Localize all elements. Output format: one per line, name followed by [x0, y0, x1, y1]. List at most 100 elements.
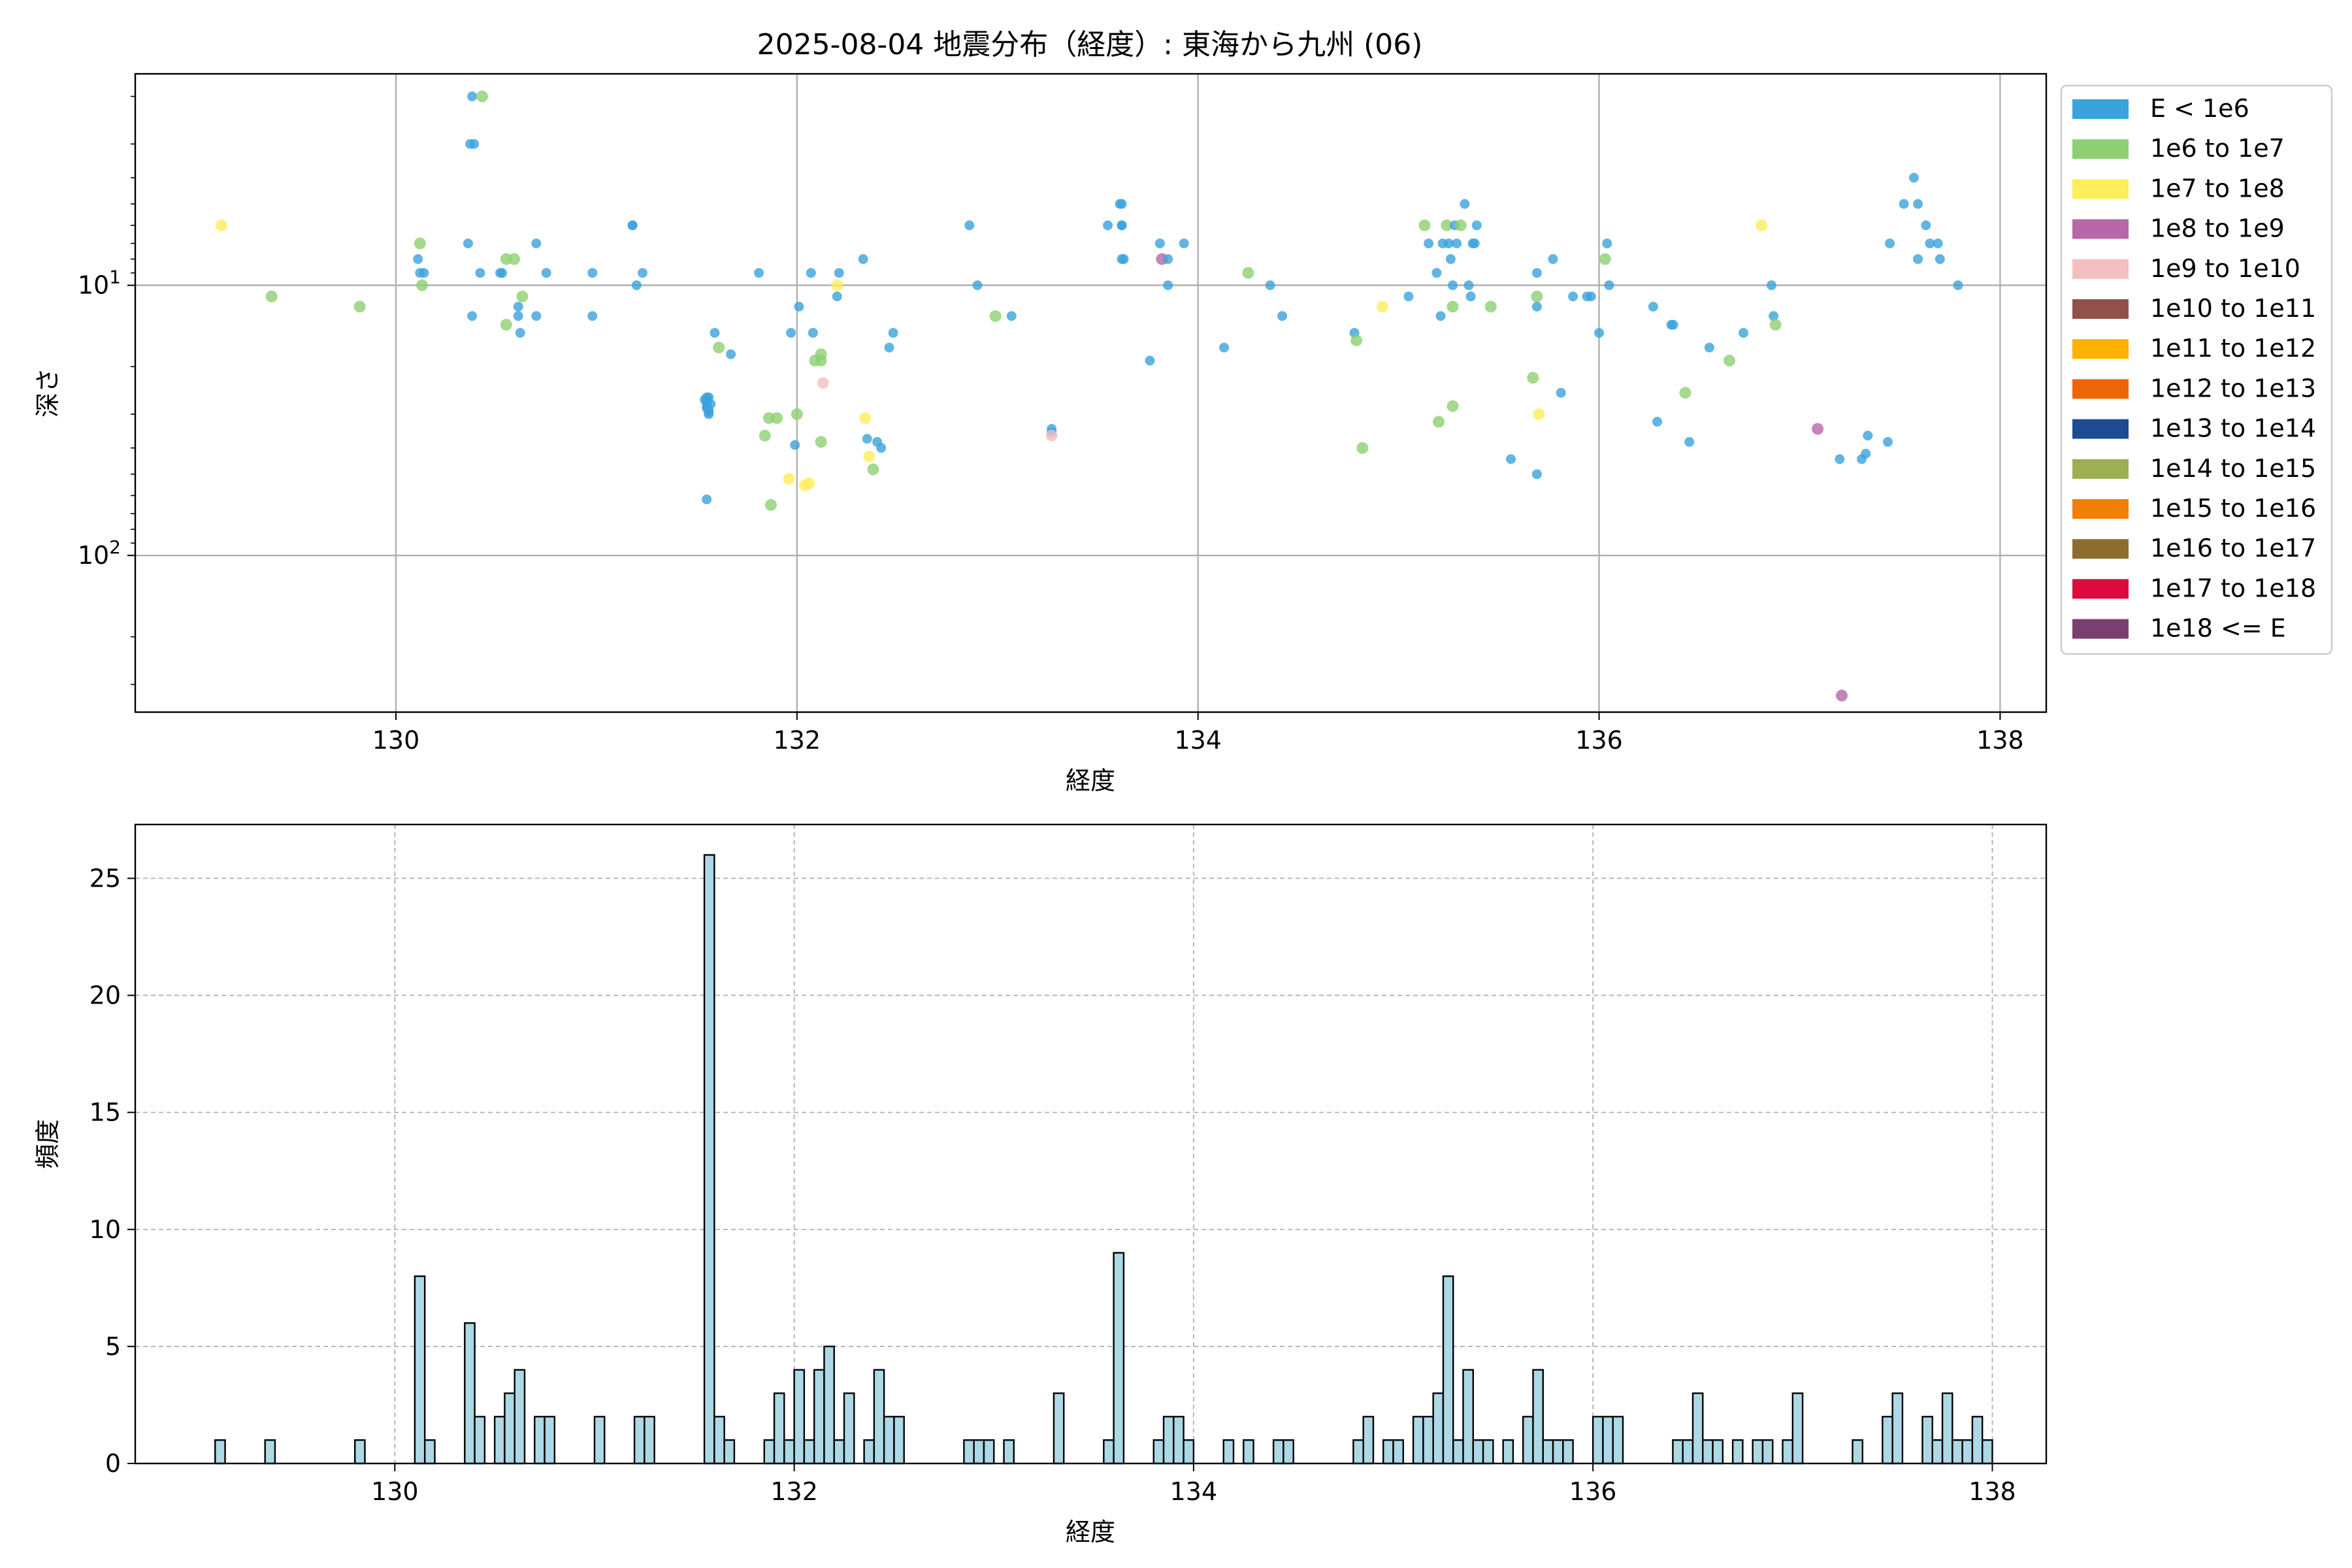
- histogram-x-axis-label: 経度: [1066, 1518, 1115, 1546]
- legend-entry-label: 1e10 to 1e11: [2150, 294, 2316, 323]
- histogram-bar: [493, 1416, 506, 1465]
- scatter-point: [726, 349, 736, 359]
- histogram-bar: [1672, 1439, 1684, 1465]
- scatter-point: [1471, 220, 1482, 231]
- scatter-point: [713, 341, 725, 353]
- scatter-point: [1548, 254, 1558, 265]
- scatter-point: [515, 327, 525, 338]
- scatter-point: [469, 139, 480, 149]
- scatter-point: [1648, 301, 1658, 312]
- histogram-xtick-label: 130: [371, 1477, 419, 1506]
- scatter-point: [1452, 238, 1462, 249]
- histogram-bar: [1761, 1439, 1774, 1465]
- scatter-point: [513, 301, 523, 312]
- scatter-ticks: 130 132 134 136 138 101 102: [78, 95, 2024, 755]
- scatter-point: [1861, 448, 1871, 459]
- scatter-point: [500, 319, 512, 331]
- histogram-bar: [793, 1369, 806, 1465]
- histogram-bar: [783, 1439, 795, 1465]
- histogram-bar: [544, 1416, 556, 1465]
- scatter-point: [531, 238, 542, 249]
- scatter-point: [353, 301, 366, 313]
- scatter-point: [1446, 400, 1459, 412]
- histogram-ytick-label: 5: [105, 1332, 121, 1361]
- legend-swatch: [2072, 339, 2129, 359]
- histogram-bar: [414, 1275, 426, 1465]
- scatter-point: [1602, 238, 1612, 249]
- scatter-point: [1531, 301, 1542, 312]
- histogram-ticks: 130 132 134 136 138 0 5 10 15 20 25: [90, 864, 2016, 1506]
- scatter-point: [808, 327, 818, 338]
- histogram-bar: [1352, 1439, 1364, 1465]
- histogram-xtick-label: 132: [770, 1477, 818, 1506]
- scatter-point: [416, 279, 428, 291]
- histogram-bar: [354, 1439, 366, 1465]
- scatter-point: [1586, 291, 1596, 302]
- legend-entry-label: E < 1e6: [2150, 94, 2249, 123]
- legend-swatch: [2072, 459, 2129, 479]
- histogram-bar: [1752, 1439, 1764, 1465]
- legend-entry-label: 1e15 to 1e16: [2150, 494, 2316, 523]
- histogram-bar: [1791, 1392, 1804, 1465]
- histogram-bar: [1003, 1439, 1015, 1465]
- legend-swatch: [2072, 419, 2129, 439]
- scatter-point: [859, 412, 872, 424]
- scatter-point: [1925, 238, 1935, 249]
- histogram-ytick-label: 20: [90, 981, 121, 1010]
- scatter-point: [817, 377, 829, 389]
- histogram-bar: [1472, 1439, 1484, 1465]
- scatter-point: [1403, 291, 1414, 302]
- histogram-bar: [823, 1345, 835, 1465]
- scatter-point: [794, 301, 804, 312]
- scatter-point: [1242, 267, 1254, 279]
- scatter-point: [815, 354, 827, 367]
- histogram-bar: [803, 1439, 815, 1465]
- histogram-bar: [983, 1439, 995, 1465]
- scatter-point: [1460, 199, 1470, 209]
- scatter-point: [587, 311, 598, 321]
- legend-swatch: [2072, 259, 2129, 279]
- histogram-bar: [1592, 1416, 1604, 1465]
- figure-title: 2025-08-04 地震分布（経度）: 東海から九州 (06): [757, 28, 1423, 61]
- scatter-point: [964, 220, 975, 231]
- histogram-bar: [833, 1439, 845, 1465]
- scatter-point: [1265, 280, 1275, 291]
- histogram-bar: [1712, 1439, 1724, 1465]
- histogram-bar: [1113, 1252, 1125, 1465]
- scatter-point: [989, 310, 1002, 322]
- histogram-bar: [1103, 1439, 1115, 1465]
- scatter-point: [1767, 280, 1777, 291]
- scatter-point: [1604, 280, 1614, 291]
- scatter-xtick-label: 132: [774, 726, 821, 755]
- legend-entry-label: 1e12 to 1e13: [2150, 374, 2316, 402]
- scatter-point: [1723, 354, 1736, 367]
- histogram-bar: [1222, 1439, 1235, 1465]
- histogram-bar: [214, 1439, 226, 1465]
- scatter-point: [888, 327, 898, 338]
- scatter-depth-vs-longitude: 130 132 134 136 138 101 102 経度 深さ: [33, 73, 2048, 795]
- histogram-bar: [1552, 1439, 1564, 1465]
- scatter-point: [764, 498, 777, 511]
- scatter-point: [1277, 311, 1288, 321]
- histogram-bar: [1532, 1369, 1544, 1465]
- scatter-point: [771, 412, 783, 424]
- histogram-bar: [504, 1392, 515, 1465]
- scatter-point: [1533, 408, 1545, 420]
- scatter-point: [863, 450, 875, 463]
- histogram-bar: [1422, 1416, 1434, 1465]
- legend-swatch: [2072, 379, 2129, 399]
- scatter-point: [1103, 220, 1113, 231]
- histogram-bar: [1162, 1416, 1175, 1465]
- scatter-point: [1883, 436, 1893, 447]
- scatter-point: [1443, 238, 1454, 249]
- legend-entry-label: 1e18 <= E: [2150, 614, 2286, 643]
- scatter-xtick-label: 130: [372, 726, 420, 755]
- scatter-point: [1006, 311, 1017, 321]
- legend-swatch: [2072, 499, 2129, 519]
- histogram-bar: [464, 1322, 476, 1465]
- histogram-bar: [1173, 1416, 1184, 1465]
- scatter-ytick-label: 101: [78, 267, 121, 300]
- scatter-point: [1441, 219, 1453, 231]
- histogram-xtick-label: 134: [1170, 1477, 1218, 1506]
- histogram-bar: [1442, 1275, 1454, 1465]
